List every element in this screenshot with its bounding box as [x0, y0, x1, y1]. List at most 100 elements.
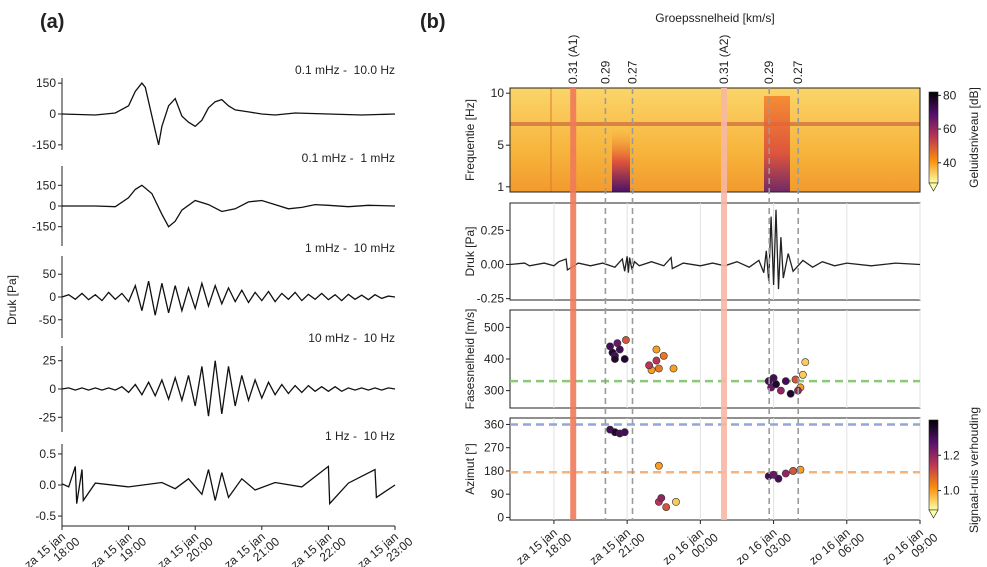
y-tick-label: 0.00 — [481, 257, 505, 271]
y-tick-label: 0 — [49, 382, 56, 396]
point — [652, 345, 661, 354]
point — [615, 345, 624, 354]
y-tick-label: -150 — [32, 138, 56, 152]
colorbar — [928, 419, 939, 511]
y-tick-label: 400 — [484, 352, 504, 366]
colorbar-tick-label: 60 — [943, 122, 957, 136]
point — [781, 469, 790, 478]
y-tick-label: 10 — [491, 86, 505, 100]
colorbar-extend — [928, 509, 939, 519]
y-axis-label: Frequentie [Hz] — [463, 99, 477, 181]
trace-title: 10 mHz - 10 Hz — [308, 331, 395, 345]
y-tick-label: -50 — [39, 313, 57, 327]
y-tick-label: 0.5 — [39, 447, 56, 461]
y-tick-label: 50 — [43, 267, 57, 281]
trace-title: 0.1 mHz - 1 mHz — [302, 151, 395, 165]
colorbar-label: Geluidsniveau [dB] — [967, 87, 981, 188]
y-tick-label: 1 — [497, 180, 504, 194]
left-ylabel: Druk [Pa] — [5, 275, 19, 325]
point — [620, 355, 629, 363]
y-tick-label: 270 — [484, 441, 504, 455]
point — [776, 386, 785, 395]
y-tick-label: 150 — [36, 178, 56, 192]
colorbar-tick-label: 40 — [943, 156, 957, 170]
point — [769, 470, 778, 479]
y-axis-label: Fasesnelheid [m/s] — [463, 309, 477, 410]
y-tick-label: 300 — [484, 384, 504, 398]
y-tick-label: -0.25 — [477, 292, 505, 306]
point — [654, 364, 663, 373]
y-tick-label: 500 — [484, 320, 504, 334]
colorbar-extend — [928, 182, 939, 192]
y-tick-label: 360 — [484, 417, 504, 431]
point — [781, 377, 790, 386]
y-tick-label: 0.25 — [481, 223, 505, 237]
point — [801, 358, 810, 367]
y-tick-label: 0 — [497, 510, 504, 524]
trace-title: 1 mHz - 10 mHz — [305, 241, 395, 255]
point — [669, 364, 678, 373]
point — [672, 498, 680, 506]
colorbar-label: Signaal-ruis verhouding — [967, 407, 981, 533]
y-tick-label: -150 — [32, 220, 56, 234]
velocity-label: 0.29 — [762, 60, 776, 84]
point — [791, 375, 800, 384]
point — [789, 467, 797, 475]
point — [786, 389, 795, 398]
colorbar — [928, 91, 939, 184]
y-tick-label: -0.5 — [35, 509, 56, 523]
velocity-label: 0.27 — [626, 60, 640, 84]
velocity-label: 0.29 — [598, 60, 612, 84]
y-tick-label: 0.0 — [39, 478, 56, 492]
point — [652, 356, 661, 365]
point — [772, 380, 780, 389]
y-tick-label: 25 — [43, 354, 57, 368]
y-tick-label: 0 — [49, 199, 56, 213]
colorbar-tick-label: 1.2 — [943, 448, 960, 462]
point — [657, 494, 666, 502]
y-axis-label: Druk [Pa] — [463, 226, 477, 276]
right-title: Groepssnelheid [km/s] — [655, 11, 774, 25]
waveform — [509, 209, 921, 290]
point — [611, 355, 619, 363]
y-tick-label: 5 — [497, 138, 504, 152]
y-tick-label: -25 — [39, 410, 57, 424]
velocity-label: 0.31 (A1) — [566, 35, 580, 84]
point — [662, 503, 671, 511]
spectrogram-image — [510, 88, 920, 192]
y-tick-label: 0 — [49, 290, 56, 304]
waveform — [61, 82, 396, 146]
point — [659, 351, 668, 360]
point — [798, 370, 807, 379]
y-tick-label: 150 — [36, 76, 56, 90]
colorbar-tick-label: 1.0 — [943, 484, 960, 498]
panel-label: (a) — [40, 11, 64, 33]
point — [620, 428, 629, 437]
panel-label: (b) — [420, 11, 446, 33]
point — [622, 336, 630, 344]
plot-frame — [509, 87, 921, 193]
point — [645, 361, 654, 370]
trace-title: 1 Hz - 10 Hz — [325, 429, 395, 443]
velocity-label: 0.27 — [791, 60, 805, 84]
y-axis-label: Azimut [°] — [463, 443, 477, 494]
waveform — [62, 184, 396, 228]
y-tick-label: 90 — [491, 487, 505, 501]
y-tick-label: 0 — [49, 107, 56, 121]
velocity-label: 0.31 (A2) — [717, 35, 731, 84]
waveform — [61, 465, 396, 506]
